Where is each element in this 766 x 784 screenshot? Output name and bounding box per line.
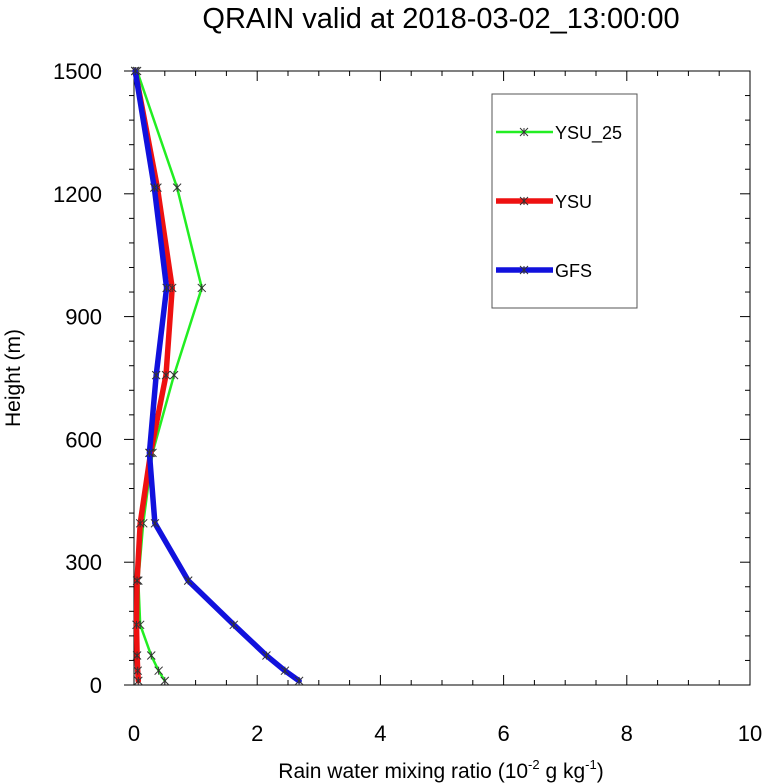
data-point bbox=[149, 183, 159, 193]
data-point bbox=[280, 666, 290, 676]
legend: YSU_25 YSU GFS bbox=[491, 93, 638, 309]
data-point bbox=[130, 66, 140, 76]
data-point bbox=[150, 518, 160, 528]
plot-frame bbox=[133, 70, 751, 686]
series-ysu-25 bbox=[132, 66, 207, 686]
y-axis-label: Height (m) bbox=[2, 329, 25, 427]
y-tick-label: 900 bbox=[65, 305, 102, 330]
x-tick-label: 6 bbox=[497, 721, 509, 746]
data-point bbox=[135, 518, 145, 528]
legend-marker bbox=[519, 196, 529, 206]
data-point bbox=[262, 651, 271, 660]
y-tick-label: 1200 bbox=[53, 182, 102, 207]
data-point bbox=[183, 576, 193, 585]
y-tick-label: 600 bbox=[65, 427, 102, 452]
y-tick-label: 0 bbox=[90, 673, 102, 698]
x-axis-label-units: g kg bbox=[540, 760, 586, 783]
x-axis-label-exponent-1: -2 bbox=[528, 757, 540, 772]
x-axis-label: Rain water mixing ratio (10-2 g kg-1) bbox=[278, 757, 603, 783]
data-point bbox=[133, 676, 143, 686]
data-point bbox=[160, 676, 170, 686]
legend-label: GFS bbox=[555, 261, 592, 281]
data-point bbox=[146, 651, 156, 660]
data-point bbox=[133, 666, 143, 676]
y-tick-label: 1500 bbox=[53, 59, 102, 84]
series-gfs bbox=[130, 66, 304, 686]
data-point bbox=[145, 448, 154, 458]
chart-title: QRAIN valid at 2018-03-02_13:00:00 bbox=[202, 3, 679, 35]
y-tick-label: 300 bbox=[65, 550, 102, 575]
x-tick-label: 4 bbox=[374, 721, 386, 746]
data-point bbox=[161, 370, 171, 380]
series-line bbox=[132, 68, 302, 684]
data-point bbox=[132, 651, 142, 660]
legend-marker bbox=[519, 265, 529, 275]
data-point bbox=[162, 283, 172, 293]
data-point bbox=[229, 620, 239, 630]
x-tick-label: 2 bbox=[251, 721, 263, 746]
data-point bbox=[294, 676, 304, 686]
x-tick-label: 0 bbox=[128, 721, 140, 746]
x-tick-label: 8 bbox=[621, 721, 633, 746]
x-axis-label-exponent-2: -1 bbox=[585, 757, 597, 772]
x-tick-label: 10 bbox=[738, 721, 762, 746]
x-axis-label-main: Rain water mixing ratio (10 bbox=[278, 760, 528, 783]
x-axis-label-close: ) bbox=[597, 760, 604, 783]
data-point bbox=[132, 620, 141, 630]
data-point bbox=[154, 666, 163, 676]
data-point bbox=[197, 283, 207, 293]
data-point bbox=[151, 370, 161, 380]
data-point bbox=[172, 183, 182, 193]
legend-marker bbox=[519, 127, 529, 137]
plot-area: 0 2 4 6 8 10 0 300 600 900 1200 1500 bbox=[53, 59, 762, 746]
data-point bbox=[132, 576, 142, 585]
series-line bbox=[135, 69, 204, 683]
legend-label: YSU_25 bbox=[555, 123, 622, 144]
legend-label: YSU bbox=[555, 192, 592, 212]
data-point bbox=[169, 370, 179, 380]
